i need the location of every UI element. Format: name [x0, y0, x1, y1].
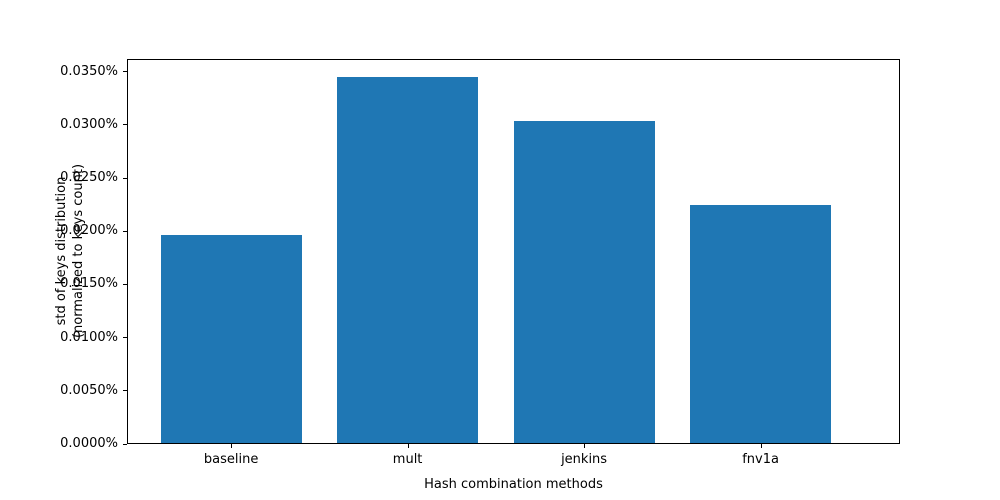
x-tick-mark — [407, 444, 409, 448]
y-tick-mark — [123, 283, 127, 285]
x-axis-label: Hash combination methods — [424, 477, 603, 492]
x-tick-mark — [231, 444, 233, 448]
bar-fnv1a — [689, 204, 832, 443]
y-tick-label: 0.0300% — [60, 116, 118, 132]
y-tick-label: 0.0200% — [60, 223, 118, 239]
y-tick-label: 0.0350% — [60, 63, 118, 79]
x-tick-label: fnv1a — [742, 452, 779, 467]
y-tick-label: 0.0250% — [60, 170, 118, 186]
y-tick-mark — [123, 337, 127, 339]
x-tick-mark — [584, 444, 586, 448]
y-tick-mark — [123, 124, 127, 126]
x-tick-label: jenkins — [561, 452, 608, 467]
y-tick-mark — [123, 443, 127, 445]
y-axis-label-line2: (normalized to keys count) — [71, 163, 86, 339]
y-tick-mark — [123, 177, 127, 179]
y-tick-label: 0.0150% — [60, 276, 118, 292]
x-tick-label: mult — [392, 452, 423, 467]
y-axis-label: std of keys distribution (normalized to … — [53, 164, 87, 338]
y-tick-mark — [123, 71, 127, 73]
y-axis-label-line1: std of keys distribution — [54, 176, 69, 326]
y-tick-label: 0.0050% — [60, 382, 118, 398]
y-tick-mark — [123, 390, 127, 392]
plot-area — [127, 59, 900, 444]
y-tick-mark — [123, 230, 127, 232]
bar-jenkins — [513, 120, 655, 443]
x-tick-label: baseline — [203, 452, 259, 467]
bar-baseline — [160, 234, 302, 443]
x-tick-mark — [760, 444, 762, 448]
y-tick-label: 0.0000% — [60, 436, 118, 451]
y-tick-label: 0.0100% — [60, 329, 118, 345]
bar-mult — [337, 77, 479, 443]
